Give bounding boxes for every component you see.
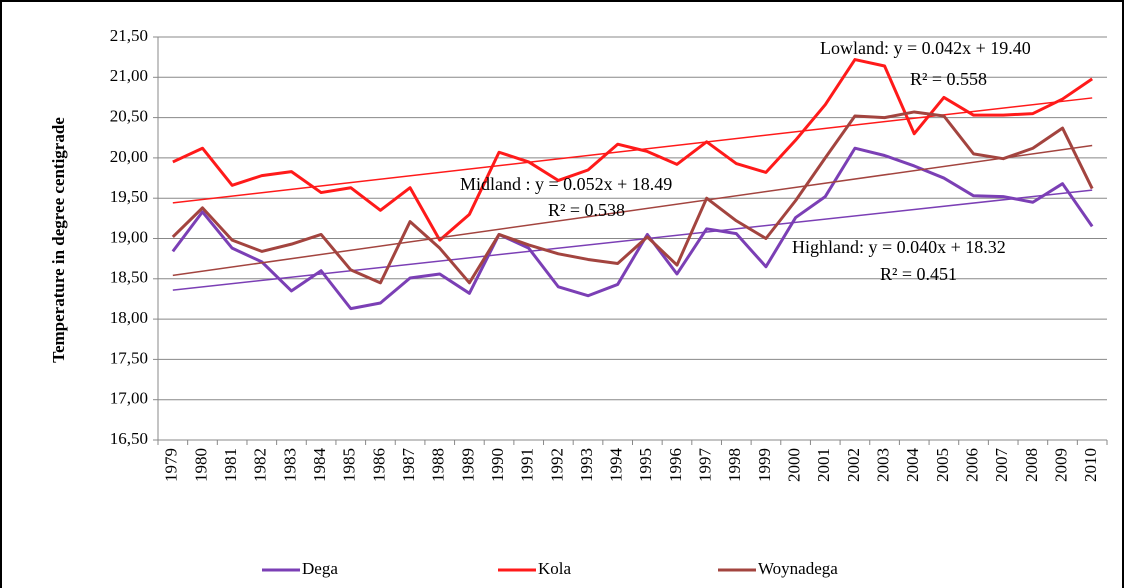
x-tick-label: 1988 bbox=[429, 448, 448, 482]
annotation: Midland : y = 0.052x + 18.49 bbox=[460, 174, 672, 194]
x-tick-label: 1986 bbox=[369, 448, 388, 482]
x-tick-label: 1989 bbox=[458, 448, 477, 482]
trend-line bbox=[172, 144, 1093, 277]
x-tick-label: 2010 bbox=[1081, 448, 1100, 482]
y-tick-label: 19,50 bbox=[110, 187, 148, 206]
annotation: R² = 0.451 bbox=[880, 264, 957, 284]
annotation: Lowland: y = 0.042x + 19.40 bbox=[820, 38, 1031, 58]
y-tick-label: 21,00 bbox=[110, 66, 148, 85]
y-axis-label: Temperature in degree centigrade bbox=[49, 117, 68, 363]
legend-label: Kola bbox=[538, 559, 572, 578]
x-tick-label: 1979 bbox=[162, 448, 181, 482]
x-tick-label: 2003 bbox=[873, 448, 892, 482]
x-tick-label: 2000 bbox=[785, 448, 804, 482]
annotation: R² = 0.558 bbox=[910, 69, 987, 89]
y-tick-label: 20,00 bbox=[110, 147, 148, 166]
y-tick-label: 18,50 bbox=[110, 268, 148, 287]
x-tick-label: 1990 bbox=[488, 448, 507, 482]
x-tick-label: 2004 bbox=[903, 448, 922, 483]
series-line bbox=[171, 110, 1094, 285]
x-tick-label: 2002 bbox=[844, 448, 863, 482]
x-tick-label: 1995 bbox=[636, 448, 655, 482]
x-tick-label: 2001 bbox=[814, 448, 833, 482]
y-tick-label: 18,00 bbox=[110, 308, 148, 327]
y-tick-label: 16,50 bbox=[110, 429, 148, 448]
y-tick-label: 17,50 bbox=[110, 348, 148, 367]
annotation: Highland: y = 0.040x + 18.32 bbox=[792, 237, 1006, 257]
y-tick-label: 21,50 bbox=[110, 26, 148, 45]
x-tick-label: 1996 bbox=[666, 448, 685, 482]
x-tick-label: 1985 bbox=[340, 448, 359, 482]
annotation: R² = 0.538 bbox=[548, 200, 625, 220]
x-tick-label: 2007 bbox=[992, 448, 1011, 483]
x-tick-label: 1997 bbox=[696, 448, 715, 483]
x-tick-label: 1987 bbox=[399, 448, 418, 483]
x-tick-label: 2008 bbox=[1022, 448, 1041, 482]
legend-label: Dega bbox=[302, 559, 338, 578]
y-tick-label: 17,00 bbox=[110, 389, 148, 408]
x-tick-label: 2006 bbox=[962, 448, 981, 482]
x-tick-label: 1982 bbox=[251, 448, 270, 482]
x-tick-label: 2005 bbox=[933, 448, 952, 482]
y-tick-label: 19,00 bbox=[110, 227, 148, 246]
x-tick-label: 1999 bbox=[755, 448, 774, 482]
legend-label: Woynadega bbox=[758, 559, 838, 578]
x-tick-label: 1992 bbox=[547, 448, 566, 482]
x-tick-label: 1983 bbox=[280, 448, 299, 482]
x-tick-label: 1993 bbox=[577, 448, 596, 482]
series-line bbox=[171, 146, 1094, 311]
x-tick-label: 1998 bbox=[725, 448, 744, 482]
x-tick-label: 2009 bbox=[1051, 448, 1070, 482]
y-tick-label: 20,50 bbox=[110, 107, 148, 126]
x-tick-label: 1984 bbox=[310, 448, 329, 483]
x-tick-label: 1991 bbox=[518, 448, 537, 482]
series-line bbox=[172, 58, 1094, 242]
trend-line bbox=[172, 189, 1093, 291]
x-tick-label: 1994 bbox=[607, 448, 626, 483]
x-tick-label: 1981 bbox=[221, 448, 240, 482]
x-tick-label: 1980 bbox=[191, 448, 210, 482]
